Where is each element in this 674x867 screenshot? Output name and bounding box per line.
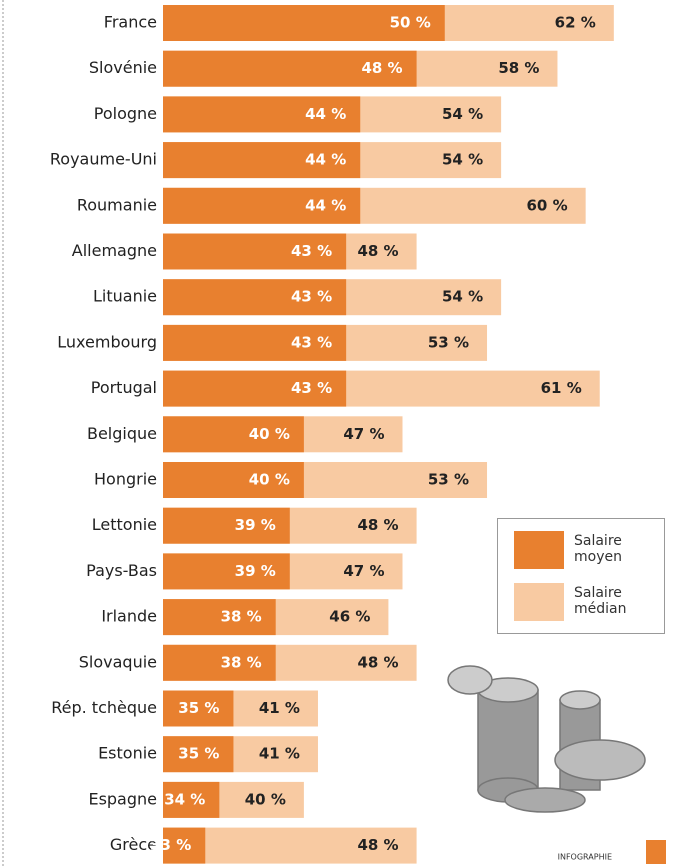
value-label: 39 % bbox=[235, 516, 276, 534]
y-tick-label: Lituanie bbox=[93, 287, 157, 306]
value-label: 46 % bbox=[329, 608, 370, 626]
chart: INFOGRAPHIE France 62 % 50 % Slovénie 58 % 48… bbox=[0, 0, 674, 867]
value-label: 40 % bbox=[249, 471, 290, 489]
value-label: 39 % bbox=[235, 562, 276, 580]
y-tick-label: Slovénie bbox=[89, 58, 157, 77]
value-label: 62 % bbox=[555, 14, 596, 32]
y-tick-label: Hongrie bbox=[94, 470, 157, 489]
y-tick-label: Roumanie bbox=[77, 195, 157, 214]
value-label: 47 % bbox=[343, 562, 384, 580]
value-label: 44 % bbox=[305, 196, 346, 214]
value-label: 40 % bbox=[249, 425, 290, 443]
value-label: 33 % bbox=[150, 836, 191, 854]
legend-label: Salaire médian bbox=[574, 585, 654, 617]
y-tick-label: Slovaquie bbox=[79, 652, 157, 671]
value-label: 38 % bbox=[221, 608, 262, 626]
value-label: 44 % bbox=[305, 151, 346, 169]
y-tick-label: Estonie bbox=[98, 744, 157, 763]
value-label: 41 % bbox=[259, 745, 300, 763]
value-label: 48 % bbox=[361, 59, 402, 77]
value-label: 54 % bbox=[442, 288, 483, 306]
value-label: 34 % bbox=[164, 790, 205, 808]
value-label: 47 % bbox=[343, 425, 384, 443]
value-label: 43 % bbox=[291, 379, 332, 397]
y-tick-label: Pologne bbox=[94, 104, 157, 123]
legend-swatch bbox=[514, 583, 564, 621]
y-tick-label: Luxembourg bbox=[57, 332, 157, 351]
value-label: 48 % bbox=[357, 653, 398, 671]
y-tick-label: Royaume-Uni bbox=[50, 150, 157, 169]
value-label: 50 % bbox=[390, 14, 431, 32]
value-label: 53 % bbox=[428, 333, 469, 351]
value-label: 58 % bbox=[498, 59, 539, 77]
y-tick-label: Allemagne bbox=[72, 241, 157, 260]
coins-illustration bbox=[448, 666, 645, 812]
value-label: 40 % bbox=[245, 790, 286, 808]
value-label: 43 % bbox=[291, 288, 332, 306]
legend-item: Salaire médian bbox=[514, 583, 654, 621]
value-label: 61 % bbox=[541, 379, 582, 397]
value-label: 48 % bbox=[357, 242, 398, 260]
value-label: 43 % bbox=[291, 333, 332, 351]
legend: Salaire moyen Salaire médian bbox=[497, 518, 665, 634]
legend-swatch bbox=[514, 531, 564, 569]
value-label: 54 % bbox=[442, 105, 483, 123]
value-label: 43 % bbox=[291, 242, 332, 260]
value-label: 53 % bbox=[428, 471, 469, 489]
value-label: 60 % bbox=[527, 196, 568, 214]
y-tick-label: Rép. tchèque bbox=[51, 698, 157, 717]
value-label: 38 % bbox=[221, 653, 262, 671]
y-tick-label: Pays-Bas bbox=[86, 561, 157, 580]
y-tick-label: Irlande bbox=[101, 607, 157, 626]
value-label: 35 % bbox=[178, 699, 219, 717]
y-tick-label: Belgique bbox=[87, 424, 157, 443]
legend-label: Salaire moyen bbox=[574, 533, 654, 565]
value-label: 35 % bbox=[178, 745, 219, 763]
logo bbox=[646, 840, 666, 864]
y-tick-label: France bbox=[104, 13, 157, 32]
legend-item: Salaire moyen bbox=[514, 531, 654, 569]
value-label: 48 % bbox=[357, 516, 398, 534]
value-label: 54 % bbox=[442, 151, 483, 169]
value-label: 48 % bbox=[357, 836, 398, 854]
value-label: 44 % bbox=[305, 105, 346, 123]
y-tick-label: Lettonie bbox=[92, 515, 157, 534]
value-label: 41 % bbox=[259, 699, 300, 717]
credit: INFOGRAPHIE bbox=[558, 853, 612, 862]
page: INFOGRAPHIE France 62 % 50 % Slovénie 58 % 48… bbox=[0, 0, 674, 867]
y-tick-label: Espagne bbox=[88, 789, 157, 808]
y-tick-label: Portugal bbox=[91, 378, 157, 397]
